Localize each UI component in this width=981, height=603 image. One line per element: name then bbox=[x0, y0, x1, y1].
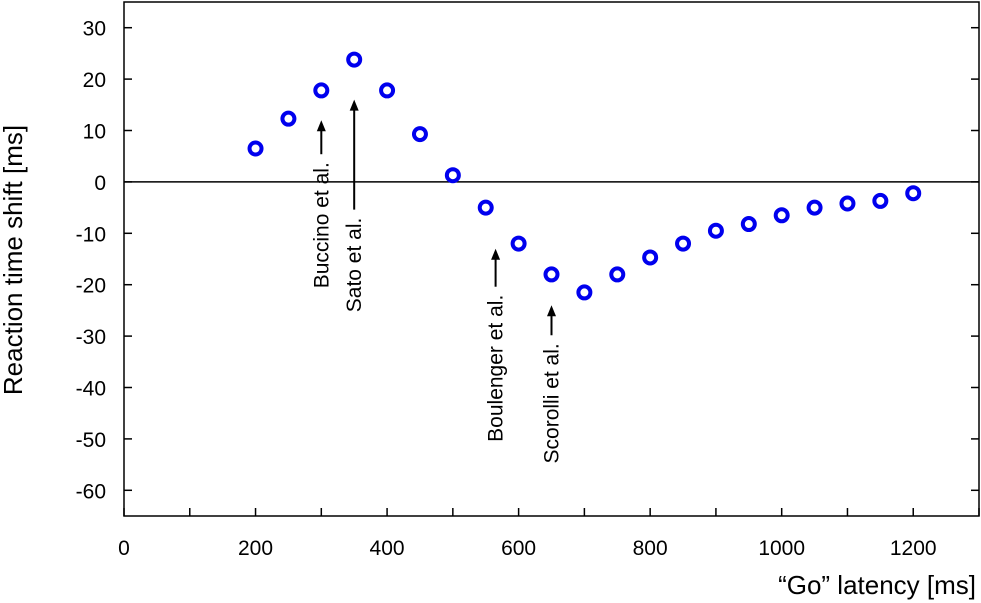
x-tick-label: 1200 bbox=[890, 537, 937, 560]
x-axis-title: “Go” latency [ms] bbox=[778, 570, 976, 600]
y-tick-label: -20 bbox=[76, 275, 106, 298]
data-point bbox=[477, 199, 494, 216]
y-tick-label: -50 bbox=[76, 429, 106, 452]
y-tick-label: 10 bbox=[83, 121, 106, 144]
y-tick-label: -30 bbox=[76, 326, 106, 349]
annotation-label: Buccino et al. bbox=[310, 162, 333, 288]
x-tick-label: 0 bbox=[118, 537, 130, 560]
data-point bbox=[707, 222, 724, 239]
data-point bbox=[806, 199, 823, 216]
x-tick-label: 600 bbox=[501, 537, 536, 560]
x-tick-label: 200 bbox=[238, 537, 273, 560]
data-point bbox=[839, 195, 856, 212]
x-axis: 0 200 400 600 800 1000 1200 bbox=[118, 508, 980, 560]
annotation-arrow-head bbox=[316, 120, 326, 132]
data-point bbox=[872, 192, 889, 209]
y-axis: 30 20 10 0 -10 -20 -30 -40 -50 -60 bbox=[76, 18, 979, 503]
data-point bbox=[379, 82, 396, 99]
data-point bbox=[905, 185, 922, 202]
annotation-arrow-head bbox=[491, 248, 501, 260]
annotations: Buccino et al. Sato et al. Boulenger et al… bbox=[310, 99, 564, 463]
y-tick-label: -40 bbox=[76, 378, 106, 401]
annotation: Sato et al. bbox=[343, 99, 366, 313]
data-point bbox=[576, 284, 593, 301]
y-tick-label: -10 bbox=[76, 223, 106, 246]
data-point bbox=[247, 140, 264, 157]
data-point bbox=[642, 249, 659, 266]
annotation-label: Boulenger et al. bbox=[485, 295, 508, 442]
data-point bbox=[510, 235, 527, 252]
data-point bbox=[346, 51, 363, 68]
data-point bbox=[675, 235, 692, 252]
annotation-label: Sato et al. bbox=[343, 218, 366, 313]
data-point bbox=[773, 207, 790, 224]
data-point bbox=[740, 216, 757, 233]
data-point bbox=[543, 266, 560, 283]
data-point bbox=[280, 110, 297, 127]
annotation: Boulenger et al. bbox=[485, 248, 508, 442]
annotation-arrow-head bbox=[349, 99, 359, 111]
x-tick-label: 400 bbox=[370, 537, 405, 560]
data-point bbox=[609, 266, 626, 283]
y-tick-label: 0 bbox=[94, 172, 106, 195]
plot-frame bbox=[123, 1, 980, 517]
x-tick-label: 800 bbox=[633, 537, 668, 560]
data-series bbox=[247, 51, 922, 301]
data-point bbox=[444, 167, 461, 184]
y-tick-label: 20 bbox=[83, 69, 106, 92]
y-axis-title: Reaction time shift [ms] bbox=[0, 125, 28, 395]
data-point bbox=[313, 82, 330, 99]
y-tick-label: 30 bbox=[83, 18, 106, 41]
annotation: Buccino et al. bbox=[310, 120, 333, 288]
annotation-label: Scorolli et al. bbox=[541, 343, 564, 463]
annotation: Scorolli et al. bbox=[541, 305, 564, 463]
y-tick-label: -60 bbox=[76, 480, 106, 503]
data-point bbox=[411, 126, 428, 143]
annotation-arrow-head bbox=[547, 305, 556, 317]
x-tick-label: 1000 bbox=[758, 537, 805, 560]
